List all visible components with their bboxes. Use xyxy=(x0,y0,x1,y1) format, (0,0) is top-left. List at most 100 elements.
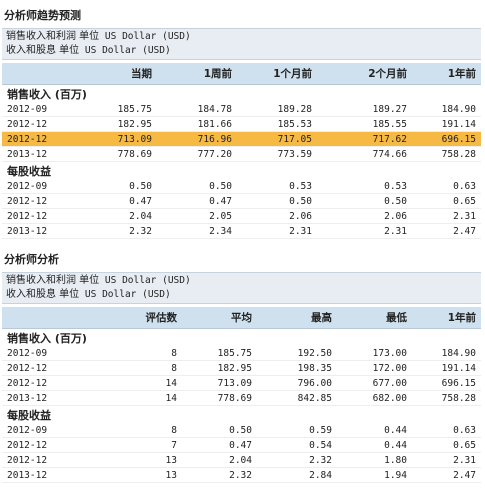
value-cell: 713.09 xyxy=(182,375,257,391)
table-row[interactable]: 2012-12 2.04 2.05 2.06 2.06 2.31 xyxy=(2,208,481,224)
column-header: 当期 xyxy=(82,63,157,85)
value-cell: 14 xyxy=(82,375,182,391)
value-cell: 0.47 xyxy=(157,193,237,209)
value-cell: 182.95 xyxy=(182,360,257,376)
table-row[interactable]: 2013-12 2.32 2.34 2.31 2.31 2.47 xyxy=(2,223,481,239)
value-cell: 1.80 xyxy=(337,452,412,468)
column-header: 1个月前 xyxy=(237,63,317,85)
value-cell: 0.54 xyxy=(257,437,337,453)
analysis-unit-line-1: 销售收入和利润 单位 US Dollar (USD) xyxy=(6,274,477,288)
period-cell: 2012-12 xyxy=(2,208,82,224)
value-cell: 677.00 xyxy=(337,375,412,391)
trend-unit-line-2-currency: US Dollar (USD) xyxy=(84,45,171,56)
trend-unit-box: 销售收入和利润 单位 US Dollar (USD) 收入和股息 单位 US D… xyxy=(2,28,481,60)
value-cell: 2.31 xyxy=(317,223,412,239)
value-cell: 2.31 xyxy=(412,208,481,224)
value-cell: 0.65 xyxy=(412,193,481,209)
period-cell: 2012-12 xyxy=(2,131,82,147)
value-cell: 778.69 xyxy=(82,146,157,162)
analysis-header-row: 评估数 平均 最高 最低 1年前 xyxy=(2,307,481,329)
value-cell: 2.47 xyxy=(412,223,481,239)
column-header: 2个月前 xyxy=(317,63,412,85)
value-cell: 198.35 xyxy=(257,360,337,376)
column-header: 最低 xyxy=(337,307,412,329)
value-cell: 14 xyxy=(82,390,182,406)
value-cell: 1.94 xyxy=(337,467,412,483)
table-row[interactable]: 2012-09 8 185.75 192.50 173.00 184.90 xyxy=(2,346,481,361)
value-cell: 185.53 xyxy=(237,116,317,132)
group-header-row: 销售收入 (百万) xyxy=(2,328,481,346)
value-cell: 185.55 xyxy=(317,116,412,132)
value-cell: 778.69 xyxy=(182,390,257,406)
table-row[interactable]: 2013-12 14 778.69 842.85 682.00 758.28 xyxy=(2,390,481,406)
table-row[interactable]: 2012-12 7 0.47 0.54 0.44 0.65 xyxy=(2,437,481,453)
value-cell: 189.27 xyxy=(317,102,412,117)
table-row[interactable]: 2012-09 0.50 0.50 0.53 0.53 0.63 xyxy=(2,179,481,194)
table-row[interactable]: 2012-12 8 182.95 198.35 172.00 191.14 xyxy=(2,360,481,376)
value-cell: 2.34 xyxy=(157,223,237,239)
value-cell: 696.15 xyxy=(412,131,481,147)
analysis-unit-line-2: 收入和股息 单位 US Dollar (USD) xyxy=(6,288,477,302)
value-cell: 796.00 xyxy=(257,375,337,391)
value-cell: 0.65 xyxy=(412,437,481,453)
value-cell: 13 xyxy=(82,452,182,468)
value-cell: 184.78 xyxy=(157,102,237,117)
value-cell: 0.44 xyxy=(337,437,412,453)
group-label: 每股收益 xyxy=(2,405,481,423)
value-cell: 173.00 xyxy=(337,346,412,361)
trend-unit-line-1-currency: US Dollar (USD) xyxy=(104,31,191,42)
period-cell: 2013-12 xyxy=(2,223,82,239)
analysis-unit-line-2-currency: US Dollar (USD) xyxy=(84,289,171,300)
table-row[interactable]: 2012-12 0.47 0.47 0.50 0.50 0.65 xyxy=(2,193,481,209)
value-cell: 716.96 xyxy=(157,131,237,147)
trend-forecast-title: 分析师趋势预测 xyxy=(4,9,81,22)
value-cell: 191.14 xyxy=(412,360,481,376)
value-cell: 0.47 xyxy=(82,193,157,209)
value-cell: 2.47 xyxy=(412,467,481,483)
trend-unit-line-2: 收入和股息 单位 US Dollar (USD) xyxy=(6,44,477,58)
trend-unit-line-1-label: 销售收入和利润 单位 xyxy=(6,31,100,42)
group-header-row: 每股收益 xyxy=(2,161,481,179)
value-cell: 184.90 xyxy=(412,346,481,361)
table-row[interactable]: 2012-09 185.75 184.78 189.28 189.27 184.90 xyxy=(2,102,481,117)
group-label: 每股收益 xyxy=(2,161,481,179)
analysis-unit-line-1-label: 销售收入和利润 单位 xyxy=(6,275,100,286)
table-row[interactable]: 2013-12 13 2.32 2.84 1.94 2.47 xyxy=(2,467,481,483)
analysis-unit-line-2-label: 收入和股息 单位 xyxy=(6,289,80,300)
analysis-unit-line-1-currency: US Dollar (USD) xyxy=(104,275,191,286)
table-row[interactable]: 2012-09 8 0.50 0.59 0.44 0.63 xyxy=(2,423,481,438)
value-cell: 2.84 xyxy=(257,467,337,483)
analysis-unit-box: 销售收入和利润 单位 US Dollar (USD) 收入和股息 单位 US D… xyxy=(2,272,481,304)
period-cell: 2012-12 xyxy=(2,437,82,453)
value-cell: 717.62 xyxy=(317,131,412,147)
value-cell: 8 xyxy=(82,360,182,376)
period-cell: 2012-12 xyxy=(2,375,82,391)
table-row[interactable]: 2012-12 13 2.04 2.32 1.80 2.31 xyxy=(2,452,481,468)
value-cell: 7 xyxy=(82,437,182,453)
value-cell: 758.28 xyxy=(412,146,481,162)
value-cell: 172.00 xyxy=(337,360,412,376)
period-cell: 2012-12 xyxy=(2,193,82,209)
column-header: 平均 xyxy=(182,307,257,329)
value-cell: 2.04 xyxy=(82,208,157,224)
table-row[interactable]: 2012-12 182.95 181.66 185.53 185.55 191.14 xyxy=(2,116,481,132)
value-cell: 13 xyxy=(82,467,182,483)
value-cell: 0.50 xyxy=(237,193,317,209)
period-cell: 2013-12 xyxy=(2,146,82,162)
period-cell: 2012-09 xyxy=(2,102,82,117)
table-row[interactable]: 2012-12 14 713.09 796.00 677.00 696.15 xyxy=(2,375,481,391)
column-header: 评估数 xyxy=(82,307,182,329)
value-cell: 0.47 xyxy=(182,437,257,453)
value-cell: 0.50 xyxy=(182,423,257,438)
value-cell: 682.00 xyxy=(337,390,412,406)
column-header xyxy=(2,63,82,85)
value-cell: 774.66 xyxy=(317,146,412,162)
highlighted-table-row[interactable]: 2012-12 713.09 716.96 717.05 717.62 696.15 xyxy=(2,131,481,147)
group-header-row: 销售收入 (百万) xyxy=(2,84,481,102)
table-row[interactable]: 2013-12 778.69 777.20 773.59 774.66 758.28 xyxy=(2,146,481,162)
trend-unit-line-1: 销售收入和利润 单位 US Dollar (USD) xyxy=(6,30,477,44)
value-cell: 8 xyxy=(82,423,182,438)
value-cell: 0.50 xyxy=(82,179,157,194)
column-header: 最高 xyxy=(257,307,337,329)
period-cell: 2013-12 xyxy=(2,390,82,406)
